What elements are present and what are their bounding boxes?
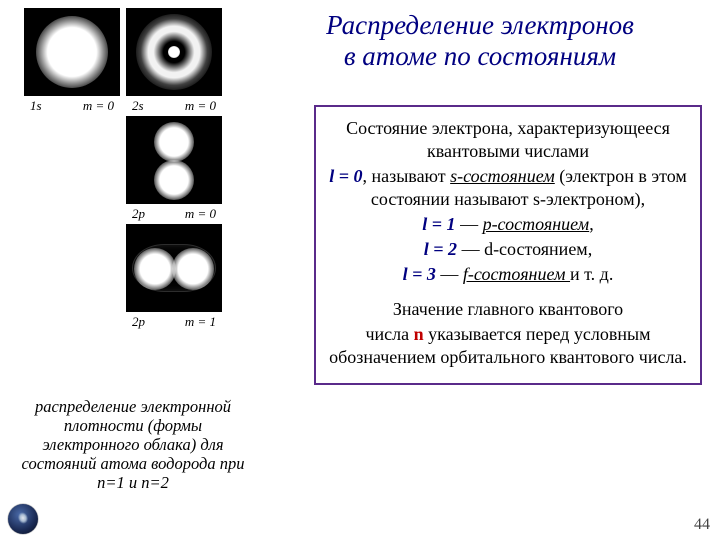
- slide: Распределение электронов в атоме по сост…: [0, 0, 720, 540]
- orbital-1s-label: 1s m = 0: [24, 96, 120, 114]
- state-name: s-состоянием: [450, 166, 555, 186]
- l2-line: l = 2 — d-состоянием,: [322, 238, 694, 261]
- label-shell: 2s: [132, 98, 144, 114]
- label-shell: 2p: [132, 314, 145, 330]
- orbital-2s-image: [126, 8, 222, 96]
- intro-text: Состояние электрона, характеризующееся к…: [322, 117, 694, 163]
- l0-line: l = 0, называют s-состоянием (электрон в…: [322, 165, 694, 211]
- l1-line: l = 1 — p-состоянием,: [322, 213, 694, 236]
- orbital-1s-image: [24, 8, 120, 96]
- orbital-2p-m1: 2p m = 1: [126, 224, 222, 330]
- l3-line: l = 3 — f-состоянием и т. д.: [322, 263, 694, 286]
- label-m: m = 1: [185, 314, 216, 330]
- figure-caption: распределение электронной плотности (фор…: [18, 398, 248, 493]
- orbital-row-2: 2p m = 0: [126, 116, 244, 222]
- orbital-1s: 1s m = 0: [24, 8, 120, 114]
- label-m: m = 0: [185, 206, 216, 222]
- orbital-2p-m0-label: 2p m = 0: [126, 204, 222, 222]
- title-line-1: Распределение электронов: [326, 10, 634, 40]
- l-value: l = 3: [403, 264, 436, 284]
- description-box: Состояние электрона, характеризующееся к…: [314, 105, 702, 385]
- state-name: f-состоянием: [463, 264, 570, 284]
- label-shell: 1s: [30, 98, 42, 114]
- orbital-2p-m1-image: [126, 224, 222, 312]
- orbital-2s: 2s m = 0: [126, 8, 222, 114]
- page-number: 44: [694, 516, 710, 534]
- orbital-figure: 1s m = 0 2s m = 0: [24, 8, 244, 332]
- label-m: m = 0: [185, 98, 216, 114]
- l-value: l = 1: [422, 214, 455, 234]
- n-symbol: n: [414, 324, 424, 344]
- label-shell: 2p: [132, 206, 145, 222]
- orbital-2s-label: 2s m = 0: [126, 96, 222, 114]
- orbital-row-3: 2p m = 1: [126, 224, 244, 330]
- logo-icon: [8, 504, 38, 534]
- tail-line-1: Значение главного квантового: [322, 298, 694, 321]
- title-line-2: в атоме по состояниям: [344, 41, 616, 71]
- l-value: l = 0: [329, 166, 362, 186]
- label-m: m = 0: [83, 98, 114, 114]
- state-name: p-состоянием: [483, 214, 590, 234]
- orbital-2p-m0-image: [126, 116, 222, 204]
- orbital-row-1: 1s m = 0 2s m = 0: [24, 8, 244, 114]
- slide-title: Распределение электронов в атоме по сост…: [250, 10, 710, 72]
- orbital-2p-m0: 2p m = 0: [126, 116, 222, 222]
- tail-line-2: числа n указывается перед условным обозн…: [322, 323, 694, 369]
- orbital-2p-m1-label: 2p m = 1: [126, 312, 222, 330]
- l-value: l = 2: [424, 239, 457, 259]
